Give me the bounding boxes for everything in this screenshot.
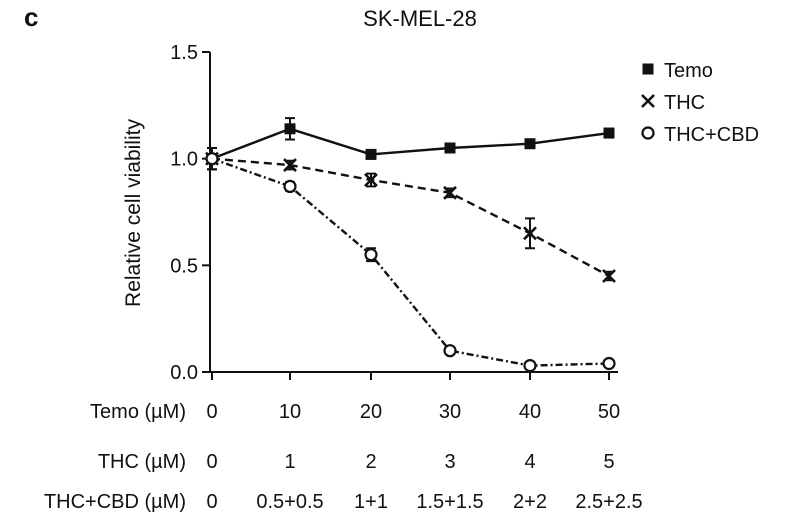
legend-marker [641, 94, 655, 108]
chart-title: SK-MEL-28 [363, 6, 477, 31]
data-point [602, 356, 616, 371]
x-tick-label: 5 [603, 451, 614, 473]
data-point [523, 226, 537, 241]
panel-label: c [24, 2, 38, 32]
data-point [205, 152, 219, 166]
x-tick-label: 2 [365, 451, 376, 473]
data-point [365, 148, 377, 160]
series-thc [205, 147, 616, 283]
data-point [364, 248, 378, 262]
legend-item: Temo [642, 60, 713, 82]
x-tick-label: 50 [598, 401, 620, 423]
x-tick-label: 4 [524, 451, 535, 473]
x-tick-label: 1+1 [354, 491, 388, 513]
x-row-label: THC (µM) [98, 451, 186, 473]
legend-marker [641, 126, 655, 140]
x-row-label: THC+CBD (µM) [44, 491, 186, 513]
y-tick-label: 1.5 [170, 42, 198, 64]
series-thc-cbd [205, 147, 616, 373]
legend-label: THC [664, 92, 705, 114]
x-tick-label: 20 [360, 401, 382, 423]
data-point [444, 142, 456, 154]
data-point [524, 138, 536, 150]
x-tick-label: 10 [279, 401, 301, 423]
series-temo [206, 117, 615, 171]
legend-label: THC+CBD [664, 124, 759, 146]
y-tick-label: 1.0 [170, 149, 198, 171]
legend-label: Temo [664, 60, 713, 82]
x-tick-label: 1.5+1.5 [416, 491, 483, 513]
data-point [443, 185, 457, 200]
series-line [211, 157, 610, 367]
x-tick-label: 1 [284, 451, 295, 473]
legend-item: THC+CBD [641, 124, 759, 146]
x-tick-label: 40 [519, 401, 541, 423]
series-line [211, 157, 610, 278]
y-tick-label: 0.0 [170, 362, 198, 384]
data-point [602, 269, 616, 283]
series-line [211, 127, 610, 160]
x-tick-label: 3 [444, 451, 455, 473]
x-tick-label: 0 [206, 491, 217, 513]
x-tick-label: 0 [206, 451, 217, 473]
legend-marker [642, 63, 654, 75]
data-point [364, 173, 378, 187]
x-tick-label: 2+2 [513, 491, 547, 513]
data-point [283, 158, 297, 172]
x-row-label: Temo (µM) [90, 401, 186, 423]
y-axis-label: Relative cell viability [122, 119, 145, 307]
data-point [603, 127, 615, 139]
data-point [523, 359, 537, 373]
data-point [284, 123, 296, 135]
x-tick-label: 0.5+0.5 [256, 491, 323, 513]
x-tick-label: 30 [439, 401, 461, 423]
x-tick-label: 0 [206, 401, 217, 423]
data-point [283, 179, 297, 193]
y-tick-label: 0.5 [170, 255, 198, 277]
legend-item: THC [641, 92, 705, 114]
x-tick-label: 2.5+2.5 [575, 491, 642, 513]
data-point [443, 344, 457, 358]
